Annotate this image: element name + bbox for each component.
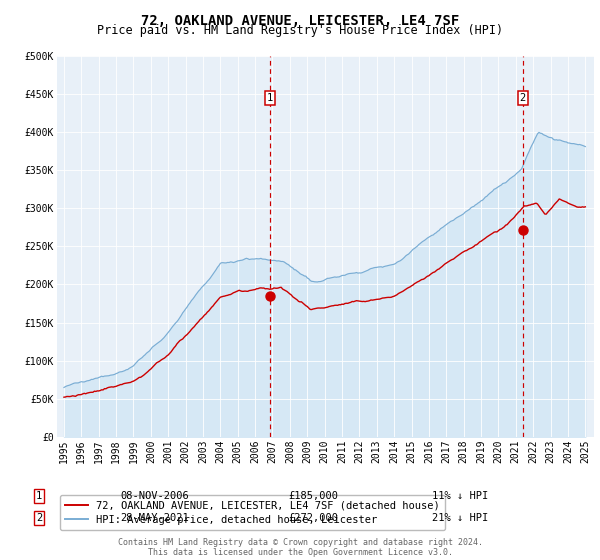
Text: 11% ↓ HPI: 11% ↓ HPI: [432, 491, 488, 501]
Text: 2: 2: [36, 513, 42, 523]
Text: £272,000: £272,000: [288, 513, 338, 523]
Text: 21% ↓ HPI: 21% ↓ HPI: [432, 513, 488, 523]
Text: Contains HM Land Registry data © Crown copyright and database right 2024.
This d: Contains HM Land Registry data © Crown c…: [118, 538, 482, 557]
Text: 28-MAY-2021: 28-MAY-2021: [120, 513, 189, 523]
Legend: 72, OAKLAND AVENUE, LEICESTER, LE4 7SF (detached house), HPI: Average price, det: 72, OAKLAND AVENUE, LEICESTER, LE4 7SF (…: [59, 496, 445, 530]
Text: 08-NOV-2006: 08-NOV-2006: [120, 491, 189, 501]
Text: 1: 1: [36, 491, 42, 501]
Text: 1: 1: [267, 93, 273, 103]
Text: 2: 2: [520, 93, 526, 103]
Text: Price paid vs. HM Land Registry's House Price Index (HPI): Price paid vs. HM Land Registry's House …: [97, 24, 503, 36]
Text: £185,000: £185,000: [288, 491, 338, 501]
Text: 72, OAKLAND AVENUE, LEICESTER, LE4 7SF: 72, OAKLAND AVENUE, LEICESTER, LE4 7SF: [141, 14, 459, 28]
